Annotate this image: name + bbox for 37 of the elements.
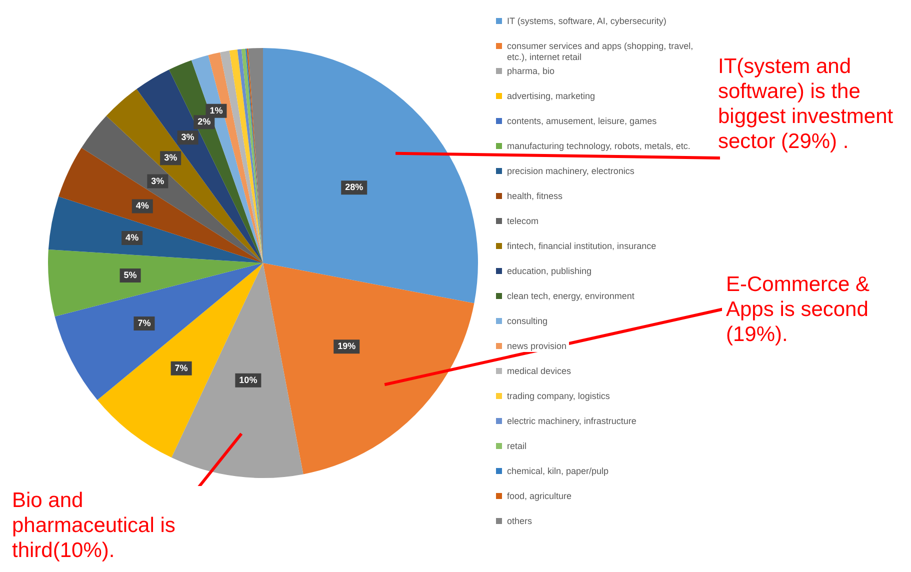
- legend-label: contents, amusement, leisure, games: [505, 116, 659, 127]
- data-label: 1%: [210, 105, 223, 116]
- data-label: 19%: [338, 341, 356, 352]
- data-label: 4%: [136, 200, 149, 211]
- legend-label: telecom: [505, 216, 541, 227]
- data-label: 10%: [239, 374, 258, 385]
- legend-label: clean tech, energy, environment: [505, 291, 636, 302]
- legend-label: pharma, bio: [505, 66, 557, 77]
- legend-label: education, publishing: [505, 266, 594, 277]
- text: IT(system and software) is the biggest investment sector (29%) .: [714, 52, 903, 156]
- legend-label: IT (systems, software, AI, cybersecurity): [505, 16, 668, 27]
- legend-label: health, fitness: [505, 191, 565, 202]
- data-label: 3%: [164, 152, 178, 163]
- data-label: 28%: [345, 182, 364, 192]
- legend-label: trading company, logistics: [505, 391, 612, 402]
- legend-label: chemical, kiln, paper/pulp: [505, 466, 611, 477]
- legend-label: retail: [505, 441, 529, 452]
- legend-label: consumer services and apps (shopping, travel, etc.), internet retail: [505, 41, 711, 63]
- legend-label: fintech, financial institution, insurance: [505, 241, 658, 252]
- legend-label: manufacturing technology, robots, metals, etc.: [505, 141, 692, 152]
- data-label: 4%: [126, 232, 139, 243]
- legend-label: consulting: [505, 316, 550, 327]
- legend-label: food, agriculture: [505, 491, 574, 502]
- text: E-Commerce & Apps is second (19%).: [722, 270, 903, 349]
- data-label: 2%: [198, 116, 211, 127]
- data-label: 7%: [174, 362, 188, 373]
- data-label: 3%: [181, 132, 194, 142]
- data-label: 7%: [138, 318, 151, 328]
- legend-label: news provision: [505, 341, 569, 352]
- legend-label: electric machinery, infrastructure: [505, 416, 638, 427]
- legend-label: precision machinery, electronics: [505, 166, 636, 177]
- data-label: 5%: [124, 270, 137, 280]
- legend-label: medical devices: [505, 366, 574, 377]
- legend-label: advertising, marketing: [505, 91, 598, 102]
- data-label: 3%: [151, 176, 164, 186]
- legend-label: others: [505, 516, 534, 527]
- text: Bio and pharmaceutical is third(10%).: [8, 486, 234, 565]
